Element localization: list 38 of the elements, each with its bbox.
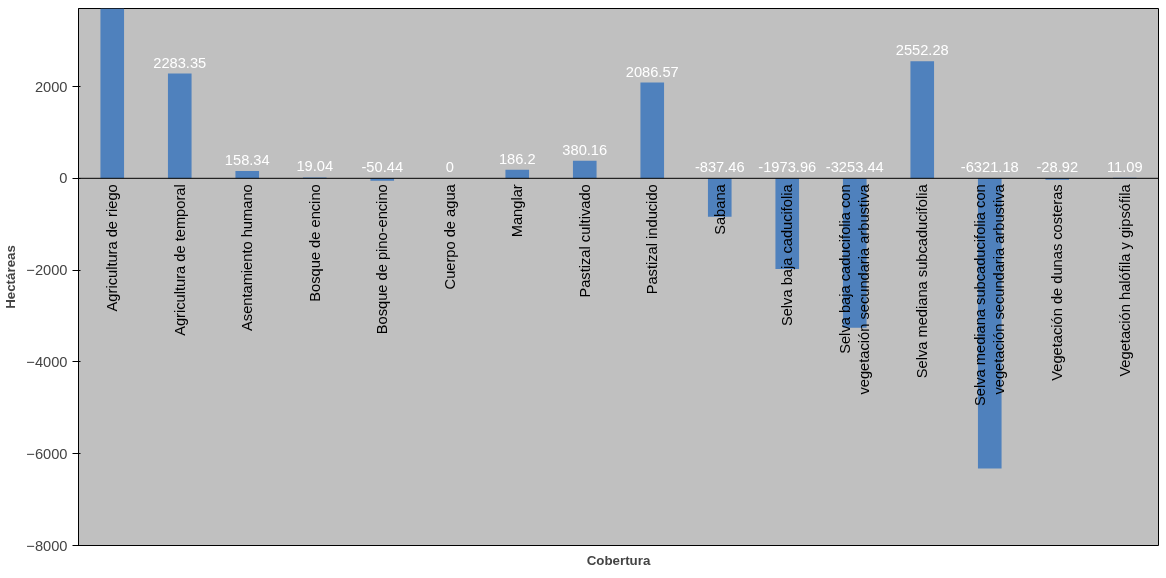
x-tick-label: Sabana <box>711 183 728 235</box>
data-label: -1973.96 <box>758 159 817 176</box>
y-axis-title: Hectáreas <box>3 245 19 309</box>
data-label: -50.44 <box>361 159 404 176</box>
x-tick-label: Vegetación halófila y gipsófila <box>1116 183 1133 377</box>
x-tick-label: Asentamiento humano <box>239 184 256 331</box>
data-label: -28.92 <box>1036 159 1079 176</box>
x-tick-label: Agricultura de riego <box>104 184 121 312</box>
y-tick-label: 0 <box>59 170 68 187</box>
y-tick-label: −4000 <box>26 353 68 370</box>
data-label: 2283.35 <box>153 54 207 71</box>
x-tick-label: Pastizal inducido <box>644 184 661 295</box>
x-tick-label: Selva baja caducifolia con vegetación secundaria arbustiva <box>837 183 873 395</box>
data-label: 0 <box>445 159 454 176</box>
data-label: 158.34 <box>224 152 270 169</box>
x-tick-label: Selva mediana subcaducifolia <box>914 183 931 379</box>
x-tick-label: Vegetación de dunas costeras <box>1049 184 1066 381</box>
data-label: 2552.28 <box>895 42 949 59</box>
y-tick-label: −8000 <box>26 537 68 554</box>
data-label: -6321.18 <box>960 159 1019 176</box>
x-tick-label: Cuerpo de agua <box>441 183 458 290</box>
y-tick-label: −2000 <box>26 262 68 279</box>
data-label: -3253.44 <box>825 159 884 176</box>
x-tick-label: Pastizal cultivado <box>576 184 593 298</box>
x-tick-label: Manglar <box>509 184 526 238</box>
x-axis-title: Cobertura <box>586 552 651 568</box>
data-label: 380.16 <box>562 141 608 158</box>
y-tick-label: −6000 <box>26 445 68 462</box>
x-tick-label: Selva baja caducifolia <box>779 183 796 327</box>
x-tick-label: Bosque de pino-encino <box>374 184 391 335</box>
data-label: 186.2 <box>498 150 536 167</box>
data-label: 11.09 <box>1106 158 1143 175</box>
data-label: 2086.57 <box>625 63 679 80</box>
data-label: 19.04 <box>296 158 334 175</box>
data-label: -837.46 <box>694 159 745 176</box>
y-tick-label: 2000 <box>34 78 68 95</box>
x-tick-label: Bosque de encino <box>306 184 323 302</box>
x-tick-label: Agricultura de temporal <box>171 184 188 336</box>
